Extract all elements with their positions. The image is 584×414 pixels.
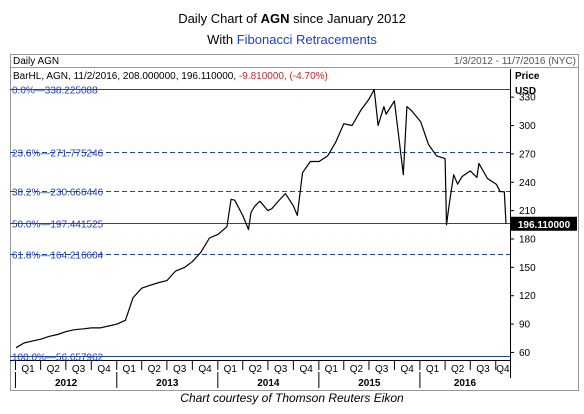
quote-text: BarHL, AGN, 11/2/2016, 208.000000, 196.1… <box>13 71 328 82</box>
chart-title: Daily Chart of AGN since January 2012 <box>0 11 584 26</box>
y-tick-label: 90 <box>519 320 531 331</box>
x-tick-label-quarter: Q1 <box>123 364 137 375</box>
x-tick-label-quarter: Q4 <box>198 364 212 375</box>
y-tick-label: 150 <box>519 263 536 274</box>
y-tick-label: 60 <box>519 348 531 359</box>
chart-panel <box>10 54 579 391</box>
y-axis-label-usd: USD <box>515 86 536 97</box>
y-axis-label-price: Price <box>515 71 540 82</box>
y-tick-label: 210 <box>519 206 536 217</box>
y-tick-label: 180 <box>519 234 536 245</box>
x-tick-label-quarter: Q1 <box>325 364 339 375</box>
fib-level-label: 50.0%—197.441525 <box>12 220 104 231</box>
quote-change: -9.810000, (-4.70%) <box>239 71 328 82</box>
x-tick-label-quarter: Q4 <box>400 364 414 375</box>
x-tick-label-quarter: Q3 <box>375 364 389 375</box>
price-series-line <box>15 88 507 349</box>
chart-title-prefix: Daily Chart of <box>178 11 261 26</box>
x-tick-label-quarter: Q2 <box>148 364 162 375</box>
x-tick-label-quarter: Q3 <box>173 364 187 375</box>
panel-title: Daily AGN <box>13 56 59 67</box>
x-tick-label-quarter: Q2 <box>47 364 61 375</box>
x-tick-label-quarter: Q3 <box>476 364 490 375</box>
y-tick-label: 330 <box>519 93 536 104</box>
chart-subtitle: With Fibonacci Retracements <box>0 32 584 47</box>
chart-caption: Chart courtesy of Thomson Reuters Eikon <box>180 391 404 405</box>
x-tick-label-quarter: Q2 <box>451 364 465 375</box>
x-tick-label-quarter: Q2 <box>249 364 263 375</box>
x-tick-label-year: 2014 <box>257 378 280 389</box>
x-tick-label-quarter: Q1 <box>224 364 238 375</box>
chart-title-ticker: AGN <box>260 11 290 26</box>
chart-title-suffix: since January 2012 <box>289 11 406 26</box>
y-tick-label: 120 <box>519 291 536 302</box>
x-tick-label-year: 2013 <box>156 378 179 389</box>
last-price-box <box>511 216 577 231</box>
x-tick-label-quarter: Q4 <box>496 364 510 375</box>
x-tick-label-quarter: Q4 <box>299 364 313 375</box>
fib-level-label: 61.8%—164.216604 <box>12 251 104 262</box>
x-tick-label-year: 2015 <box>358 378 381 389</box>
y-tick-label: 270 <box>519 149 536 160</box>
x-tick-label-quarter: Q1 <box>21 364 35 375</box>
x-tick-label-quarter: Q4 <box>97 364 111 375</box>
chart-subtitle-fib: Fibonacci Retracements <box>236 32 377 47</box>
y-tick-label: 240 <box>519 178 536 189</box>
x-tick-label-quarter: Q3 <box>72 364 86 375</box>
last-price-label: 196.110000 <box>518 220 571 231</box>
x-tick-label-quarter: Q1 <box>426 364 440 375</box>
price-chart: Daily AGN 1/3/2012 - 11/7/2016 (NYC) BarHL… <box>10 54 579 391</box>
y-tick-label: 300 <box>519 121 536 132</box>
x-tick-label-quarter: Q3 <box>274 364 288 375</box>
date-range-label: 1/3/2012 - 11/7/2016 (NYC) <box>454 56 576 67</box>
x-tick-label-quarter: Q2 <box>350 364 364 375</box>
x-tick-label-year: 2016 <box>454 378 477 389</box>
fib-level-label: 23.6%—271.775246 <box>12 149 104 160</box>
x-tick-label-year: 2012 <box>55 378 78 389</box>
fib-level-label: 100.0%—56.657962 <box>12 353 104 364</box>
fib-level-label: 38.2%—230.666446 <box>12 188 104 199</box>
fib-level-label: 0.0%—338.225088 <box>12 86 98 97</box>
chart-subtitle-prefix: With <box>207 32 237 47</box>
